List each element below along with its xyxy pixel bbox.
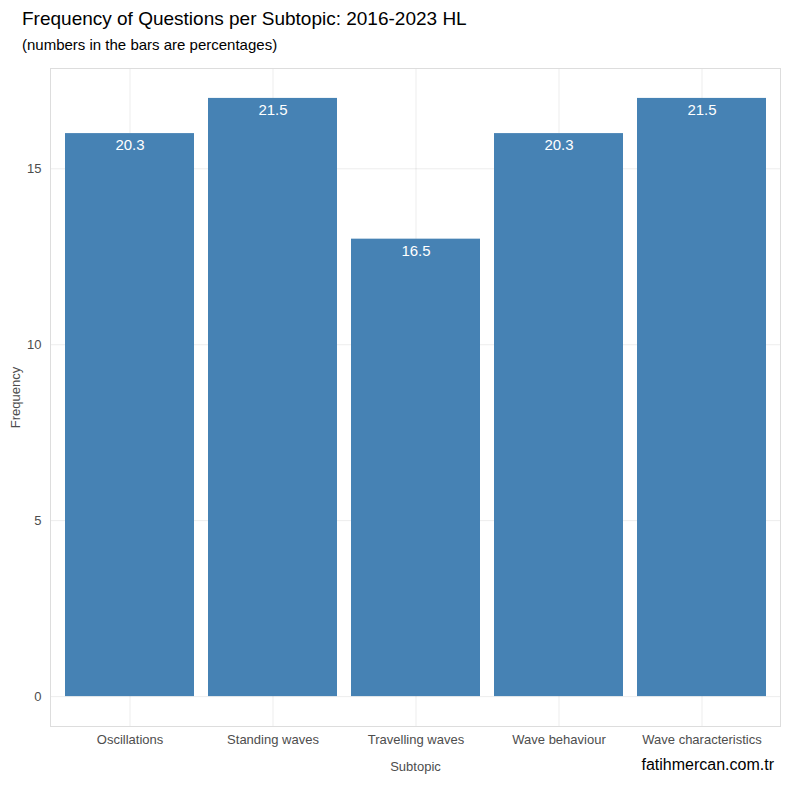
svg-text:Frequency: Frequency <box>8 366 23 428</box>
html-text:fatihmercan.com.tr: fatihmercan.com.tr <box>641 756 774 773</box>
svg-text:Wave behaviour: Wave behaviour <box>512 732 606 747</box>
svg-text:0: 0 <box>34 689 41 704</box>
svg-text:Standing waves: Standing waves <box>227 732 319 747</box>
svg-text:10: 10 <box>27 337 41 352</box>
svg-text:5: 5 <box>34 513 41 528</box>
svg-text:Oscillations: Oscillations <box>97 732 164 747</box>
svg-text:Subtopic: Subtopic <box>390 759 441 774</box>
svg-text:21.5: 21.5 <box>687 101 716 118</box>
svg-text:20.3: 20.3 <box>115 136 144 153</box>
svg-text:20.3: 20.3 <box>544 136 573 153</box>
svg-text:16.5: 16.5 <box>401 242 430 259</box>
html-text:(numbers in the bars are perce: (numbers in the bars are percentages) <box>22 36 278 53</box>
svg-text:Travelling waves: Travelling waves <box>368 732 465 747</box>
svg-text:21.5: 21.5 <box>258 101 287 118</box>
svg-text:15: 15 <box>27 161 41 176</box>
html-text:Frequency of Questions per Sub: Frequency of Questions per Subtopic: 201… <box>22 8 467 29</box>
svg-text:Wave characteristics: Wave characteristics <box>642 732 762 747</box>
